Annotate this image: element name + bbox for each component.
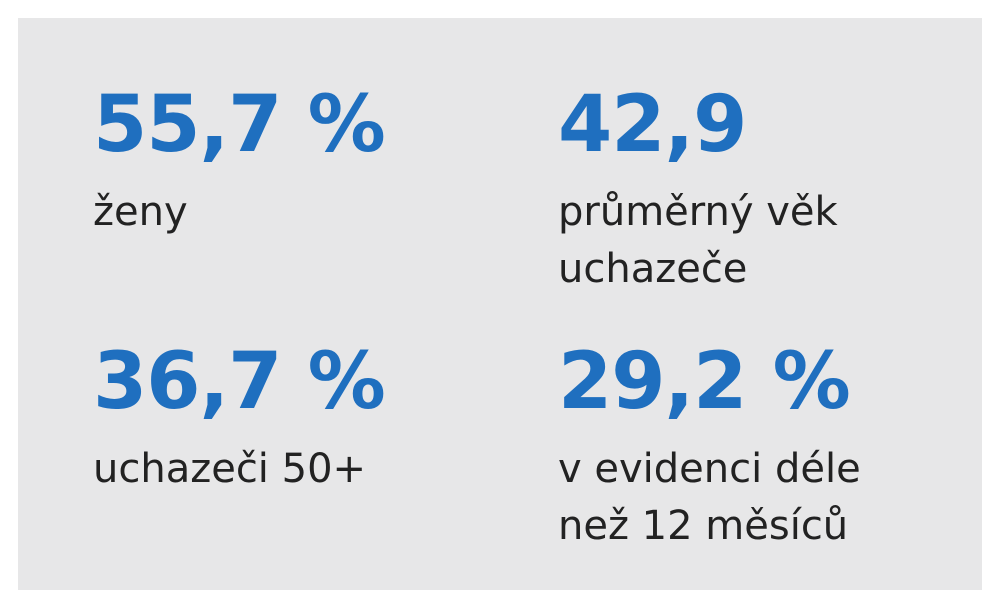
stat-label: průměrný věk uchazeče bbox=[558, 189, 838, 292]
stat-label: v evidenci déle než 12 měsíců bbox=[558, 446, 861, 549]
stat-label: ženy bbox=[93, 189, 188, 235]
stat-value: 42,9 bbox=[558, 80, 747, 170]
stat-label: uchazeči 50+ bbox=[93, 446, 367, 492]
stat-value: 36,7 % bbox=[93, 337, 386, 427]
stat-value: 55,7 % bbox=[93, 80, 386, 170]
stat-applicants-50-plus: 36,7 % uchazeči 50+ bbox=[93, 337, 386, 498]
stat-long-term-registered: 29,2 % v evidenci déle než 12 měsíců bbox=[558, 343, 861, 555]
stat-average-age: 42,9 průměrný věk uchazeče bbox=[558, 86, 838, 298]
stat-value: 29,2 % bbox=[558, 337, 851, 427]
stats-panel: 55,7 % ženy 42,9 průměrný věk uchazeče 3… bbox=[18, 18, 982, 590]
stat-women: 55,7 % ženy bbox=[93, 80, 386, 241]
